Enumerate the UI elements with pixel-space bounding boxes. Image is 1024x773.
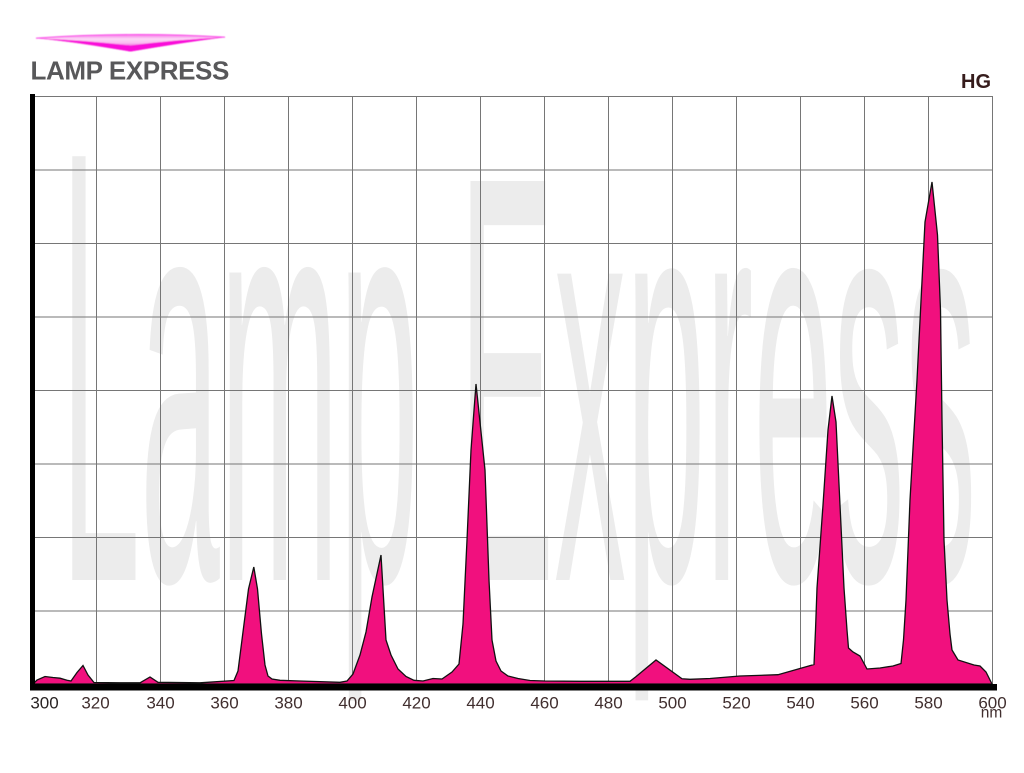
svg-text:420: 420: [402, 694, 430, 713]
svg-text:480: 480: [594, 694, 622, 713]
svg-text:400: 400: [338, 694, 366, 713]
svg-text:LAMP EXPRESS: LAMP EXPRESS: [31, 56, 229, 86]
svg-text:380: 380: [274, 694, 302, 713]
svg-text:300: 300: [30, 694, 58, 713]
svg-text:600: 600: [978, 694, 1006, 713]
svg-text:520: 520: [722, 694, 750, 713]
svg-text:nm: nm: [981, 705, 1003, 722]
svg-text:340: 340: [146, 694, 174, 713]
svg-text:L: L: [61, 23, 141, 712]
svg-text:460: 460: [530, 694, 558, 713]
svg-text:440: 440: [466, 694, 494, 713]
svg-text:580: 580: [914, 694, 942, 713]
svg-text:560: 560: [850, 694, 878, 713]
svg-text:360: 360: [210, 694, 238, 713]
svg-text:500: 500: [658, 694, 686, 713]
svg-text:Express: Express: [459, 55, 977, 707]
svg-text:HG: HG: [961, 71, 991, 93]
svg-text:320: 320: [81, 694, 109, 713]
svg-text:540: 540: [786, 694, 814, 713]
